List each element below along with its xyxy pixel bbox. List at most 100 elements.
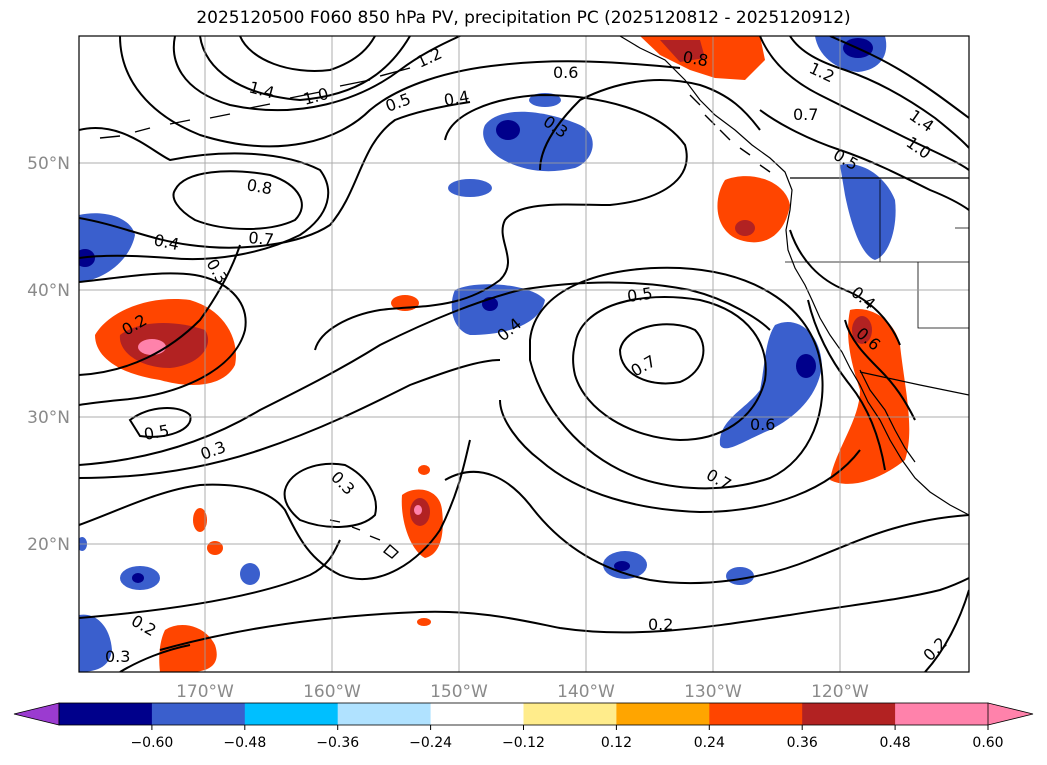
state-border-3 [917,262,969,329]
map-frame [78,35,970,673]
negative-anomaly-north-pacific-core [496,120,520,140]
pv-contour-line [759,36,969,171]
colorbar-tick-label: 0.36 [787,735,818,751]
contour-label: 0.8 [681,47,709,70]
pv-contour-line [314,93,688,351]
pv-contour-line [79,127,330,261]
contour-label: 0.7 [248,228,275,249]
map-title: 2025120500 F060 850 hPa PV, precipitatio… [196,8,851,28]
positive-anomaly-southwest [159,625,217,672]
colorbar-tick-label: 0.48 [880,735,911,751]
contour-label: 0.4 [152,230,181,254]
lon-label-120w: 120°W [811,682,869,702]
lon-label-160w: 160°W [303,682,361,702]
pv-contour-line [79,244,241,376]
contour-label: 0.4 [442,87,470,110]
pv-contour-line [444,470,969,585]
lon-label-140w: 140°W [557,682,615,702]
colorbar-tick-label: 0.60 [972,735,1003,751]
negative-anomaly-south-4 [240,563,260,585]
positive-anomaly-pnw-core [735,220,755,236]
lat-label-20n: 20°N [27,535,70,555]
colorbar-tick-label: 0.24 [694,735,725,751]
colorbar-segment [802,703,896,725]
alaska-panhandle-islands [689,94,771,173]
lat-label-30n: 30°N [27,408,70,428]
positive-anomaly-small-5 [417,618,431,626]
pv-contour-line [829,36,969,119]
coastlines [99,36,969,559]
lat-label-40n: 40°N [27,281,70,301]
negative-anomaly-north-pacific-2 [529,93,561,107]
pv-contour-line [79,272,247,406]
positive-anomaly-peak [138,339,166,355]
contour-label: 0.8 [245,175,273,198]
pv-contour-line [79,439,471,580]
state-border-4 [955,227,969,262]
negative-anomaly-west-edge [79,213,135,282]
pv-contour-line [239,36,376,72]
negative-anomaly-offshore-core [796,354,816,378]
colorbar-segment [709,703,803,725]
positive-anomaly-small-4 [418,465,430,475]
positive-anomaly-small-2 [193,508,207,532]
contour-label: 0.2 [648,615,673,634]
colorbar-extend-max [987,702,1034,726]
contour-label: 0.7 [793,105,818,124]
pv-contour-line [618,323,705,385]
negative-anomaly-south-1-core [132,573,144,583]
colorbar-tick-label: −0.48 [223,735,266,751]
negative-anomaly-south-2-core [614,561,630,571]
pv-contour-line [283,462,377,528]
pv-contour-line [844,319,916,421]
baja-coast [859,369,916,463]
aleutian-islands [99,67,411,139]
colorbar-segment [151,703,246,725]
contour-label: 0.6 [553,63,578,82]
positive-anomaly-california-core [852,316,872,344]
pv-contour-line [539,79,761,171]
lat-label-50n: 50°N [27,154,70,174]
positive-anomaly-small-3 [207,541,223,555]
colorbar-segment [523,703,617,725]
border-us-mexico [859,371,969,396]
positive-anomaly-hawaii-peak [414,505,422,515]
colorbar-segment [244,703,339,725]
colorbar-tick-label: −0.24 [409,735,452,751]
pv-contour-line [572,296,767,442]
colorbar-segment [337,703,432,725]
negative-anomaly-central [451,284,545,335]
lon-label-170w: 170°W [176,682,234,702]
pv-contour-line [119,644,191,672]
contour-label: 0.3 [105,647,130,666]
lon-label-130w: 130°W [684,682,742,702]
colorbar-segment [616,703,710,725]
contour-label: 0.5 [626,284,654,306]
lon-label-150w: 150°W [430,682,488,702]
positive-anomaly-alaska-core [660,40,705,62]
longitude-labels: 170°W 160°W 150°W 140°W 130°W 120°W [176,682,869,702]
pv-contour-line [79,359,501,479]
contour-label: 0.5 [142,421,170,444]
hawaii-islands [329,519,400,559]
colorbar-tick-label: −0.12 [502,735,545,751]
pv-contour-line [789,36,969,149]
pv-contour-line [199,36,411,102]
pv-contour-line [128,407,192,438]
negative-anomaly-southwest [79,614,112,672]
pv-contour-line [79,101,471,249]
colorbar-segment [59,703,153,725]
pv-contour-line [807,299,886,471]
latitude-labels: 50°N 40°N 30°N 20°N [27,154,70,555]
pv-contour-line [499,399,861,514]
negative-anomaly-north-pacific-3 [448,179,492,197]
colorbar-segment [895,703,989,725]
colorbar-tick-label: −0.60 [130,735,173,751]
colorbar-extend-min [13,702,60,726]
pv-contour-line [924,589,969,672]
colorbar-tick-label: −0.36 [316,735,359,751]
pv-contour-line [159,577,969,651]
pv-contour-line [172,170,303,230]
negative-anomaly-south-3 [726,567,754,585]
